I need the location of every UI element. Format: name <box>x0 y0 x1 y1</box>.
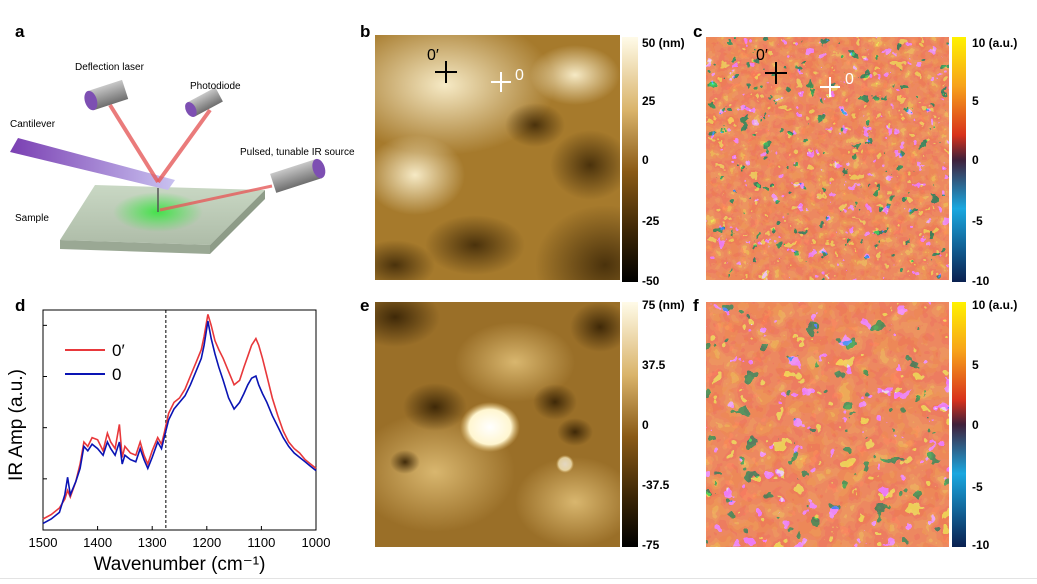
x-tick-label: 1100 <box>247 535 275 550</box>
label-sample: Sample <box>15 213 49 224</box>
colorbar-b-tick: -25 <box>642 214 660 228</box>
label-cantilever: Cantilever <box>10 119 56 130</box>
x-tick-label: 1300 <box>138 535 167 550</box>
legend-label: 0′ <box>112 341 125 360</box>
colorbar-c-tick-bottom: -10 <box>972 274 990 288</box>
plot-frame <box>42 309 317 531</box>
panel-f-letter: f <box>693 296 699 315</box>
marker-0-b <box>491 72 511 92</box>
photodiode-icon <box>185 87 223 117</box>
x-tick-label: 1500 <box>29 535 58 550</box>
colorbar-b-tick-top: 50 (nm) <box>642 36 685 50</box>
colorbar-f-tick: 5 <box>972 358 979 372</box>
panel-a-letter: a <box>15 22 25 41</box>
afm-height-map-e <box>375 302 620 547</box>
colorbar-e-tick-bottom: -75 <box>642 538 660 552</box>
ir-amplitude-map-c <box>706 37 949 280</box>
colorbar-c-tick: 0 <box>972 153 979 167</box>
marker-label-0-b: 0 <box>515 67 524 84</box>
series-line-0prime <box>42 314 317 520</box>
marker-label-0prime-b: 0′ <box>427 47 439 64</box>
colorbar-e-tick: -37.5 <box>642 478 670 492</box>
colorbar-b-tick-bottom: -50 <box>642 274 660 288</box>
colorbar-b-tick: 0 <box>642 153 649 167</box>
afm-ir-schematic <box>10 79 326 254</box>
panel-d-letter: d <box>15 296 26 315</box>
x-tick-label: 1000 <box>302 535 331 550</box>
x-axis-label: Wavenumber (cm⁻¹) <box>94 554 266 575</box>
colorbar-f-tick-bottom: -10 <box>972 538 990 552</box>
marker-0prime-b <box>435 61 457 83</box>
colorbar-e <box>622 302 638 547</box>
ir-spectra-chart: 1500 1400 1300 1200 1100 1000 0′ 0 Wavenumber (c… <box>6 309 331 575</box>
panel-c-letter: c <box>693 22 703 41</box>
colorbar-c-tick-top: 10 (a.u.) <box>972 36 1018 50</box>
legend-label: 0 <box>112 365 121 384</box>
y-axis-label: IR Amp (a.u.) <box>6 369 27 481</box>
label-deflection-laser: Deflection laser <box>75 62 144 73</box>
panel-b-letter: b <box>360 22 371 41</box>
bottom-divider <box>0 578 1037 579</box>
colorbar-b <box>622 37 638 282</box>
marker-label-0prime-c: 0′ <box>756 47 768 64</box>
marker-label-0-c: 0 <box>845 71 854 88</box>
colorbar-f-tick: 0 <box>972 418 979 432</box>
colorbar-f-tick-top: 10 (a.u.) <box>972 298 1018 312</box>
colorbar-c-tick: -5 <box>972 214 983 228</box>
deflection-laser-icon <box>84 79 129 111</box>
colorbar-c-tick: 5 <box>972 94 979 108</box>
marker-0prime-c <box>765 62 787 84</box>
panel-e-letter: e <box>360 296 370 315</box>
x-tick-label: 1400 <box>83 535 112 550</box>
ir-amplitude-map-f <box>706 302 949 547</box>
label-ir-source: Pulsed, tunable IR source <box>240 147 355 158</box>
cantilever-beam <box>10 138 175 190</box>
marker-0-c <box>820 77 840 97</box>
colorbar-e-tick-top: 75 (nm) <box>642 298 685 312</box>
x-tick-label: 1200 <box>192 535 221 550</box>
colorbar-b-tick: 25 <box>642 94 656 108</box>
colorbar-e-tick: 0 <box>642 418 649 432</box>
label-photodiode: Photodiode <box>190 81 241 92</box>
colorbar-f <box>952 302 966 547</box>
afm-height-map-b <box>375 35 620 280</box>
colorbar-e-tick: 37.5 <box>642 358 666 372</box>
colorbar-c <box>952 37 966 282</box>
series-line-0 <box>42 320 317 525</box>
colorbar-f-tick: -5 <box>972 480 983 494</box>
ir-source-icon <box>270 158 326 193</box>
